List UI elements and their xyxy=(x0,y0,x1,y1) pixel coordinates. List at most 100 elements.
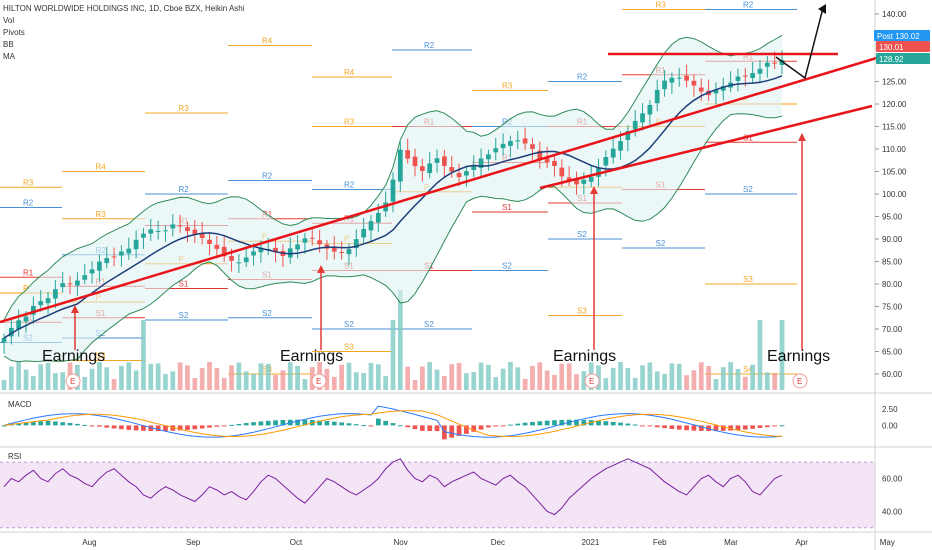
volume-bar xyxy=(662,373,667,390)
macd-pane-label: MACD xyxy=(8,400,32,409)
candle-body xyxy=(508,140,513,146)
volume-bar xyxy=(493,377,499,390)
last-price-tag: 130.01 xyxy=(879,43,904,52)
earnings-marker-letter: E xyxy=(316,377,321,386)
earnings-marker xyxy=(65,373,81,389)
macd-line xyxy=(3,405,783,438)
macd-histogram-bar xyxy=(442,425,447,440)
volume-bar xyxy=(60,372,66,390)
macd-histogram-bar xyxy=(742,425,748,430)
macd-histogram-bar xyxy=(471,425,477,432)
volume-bar xyxy=(287,362,293,390)
price-tick-label: 80.00 xyxy=(882,280,903,289)
candle-body xyxy=(632,120,638,130)
macd-histogram-bar xyxy=(170,425,176,431)
volume-bar xyxy=(735,368,741,390)
candle-body xyxy=(243,257,249,263)
macd-histogram-bar xyxy=(515,423,521,426)
candle-body xyxy=(295,244,300,250)
legend-pivots[interactable]: Pivots xyxy=(3,28,25,37)
macd-histogram-bar xyxy=(361,425,367,427)
macd-histogram-bar xyxy=(772,425,778,427)
volume-bar xyxy=(324,368,330,390)
volume-bar xyxy=(442,375,447,390)
pivot-label: R3 xyxy=(344,118,355,127)
candle-body xyxy=(155,230,161,232)
candle-body xyxy=(163,230,168,232)
pivot-label: R3 xyxy=(502,82,513,91)
x-tick-label: Mar xyxy=(724,538,738,547)
volume-bar xyxy=(640,365,645,390)
candle-body xyxy=(177,225,183,227)
macd-histogram-bar xyxy=(207,425,212,428)
volume-bar xyxy=(97,362,102,390)
pivot-label: R2 xyxy=(577,73,588,82)
volume-bar xyxy=(295,365,300,390)
volume-bar xyxy=(632,377,638,390)
earnings-arrowhead xyxy=(317,265,325,273)
volume-bar xyxy=(412,379,418,390)
candle-body xyxy=(214,244,220,249)
x-tick-label: Aug xyxy=(82,538,96,547)
macd-histogram-bar xyxy=(126,425,132,430)
candle-body xyxy=(500,143,506,149)
candle-body xyxy=(221,246,227,257)
macd-histogram-bar xyxy=(221,425,227,427)
candle-body xyxy=(1,338,7,343)
x-tick-label: Oct xyxy=(290,538,303,547)
macd-histogram-bar xyxy=(603,421,609,426)
macd-histogram-bar xyxy=(339,422,344,426)
legend-ma[interactable]: MA xyxy=(3,52,15,61)
macd-histogram-bar xyxy=(757,425,763,428)
candle-body xyxy=(515,140,521,142)
macd-histogram-bar xyxy=(1,425,7,427)
candle-body xyxy=(427,163,433,174)
macd-histogram-bar xyxy=(243,423,249,426)
candle-body xyxy=(192,229,198,235)
volume-bar xyxy=(713,379,719,390)
chart-title: HILTON WORLDWIDE HOLDINGS INC, 1D, Cboe … xyxy=(3,4,245,13)
macd-histogram-bar xyxy=(273,420,278,426)
volume-bar xyxy=(706,366,711,390)
legend-bb[interactable]: BB xyxy=(3,40,14,49)
macd-histogram-bar xyxy=(280,419,286,426)
candle-body xyxy=(60,283,66,288)
volume-bar xyxy=(45,363,51,390)
macd-histogram-bar xyxy=(427,425,433,432)
price-tick-label: 75.00 xyxy=(882,303,903,312)
candle-body xyxy=(757,68,763,74)
candle-body xyxy=(207,239,212,244)
macd-histogram-bar xyxy=(581,419,587,426)
pivot-label: R3 xyxy=(656,1,667,10)
candle-body xyxy=(698,87,704,92)
pivot-label: R2 xyxy=(179,185,190,194)
legend-vol[interactable]: Vol xyxy=(3,16,15,25)
volume-bar xyxy=(603,378,609,390)
candle-body xyxy=(53,289,58,299)
macd-histogram-bar xyxy=(258,421,264,426)
volume-bar xyxy=(434,369,440,390)
candle-body xyxy=(596,167,601,177)
trendline-lower xyxy=(539,104,873,190)
volume-bar xyxy=(456,363,462,390)
price-tick-label: 140.00 xyxy=(882,10,907,19)
pivot-label: S3 xyxy=(743,275,753,284)
pivot-label: R2 xyxy=(344,181,355,190)
volume-bar xyxy=(610,367,616,390)
volume-bar xyxy=(177,362,183,390)
candle-body xyxy=(530,144,535,149)
macd-histogram-bar xyxy=(141,425,146,431)
candle-body xyxy=(676,77,682,79)
pivot-label: S2 xyxy=(262,309,272,318)
candle-body xyxy=(735,76,741,81)
candle-body xyxy=(331,246,337,252)
macd-histogram-bar xyxy=(38,421,44,426)
volume-bar xyxy=(375,364,381,390)
price-tick-label: 70.00 xyxy=(882,325,903,334)
macd-histogram-bar xyxy=(185,425,190,430)
earnings-label: Earnings xyxy=(42,348,105,365)
candle-body xyxy=(493,148,499,153)
candle-body xyxy=(361,228,367,238)
macd-histogram-bar xyxy=(302,419,308,426)
